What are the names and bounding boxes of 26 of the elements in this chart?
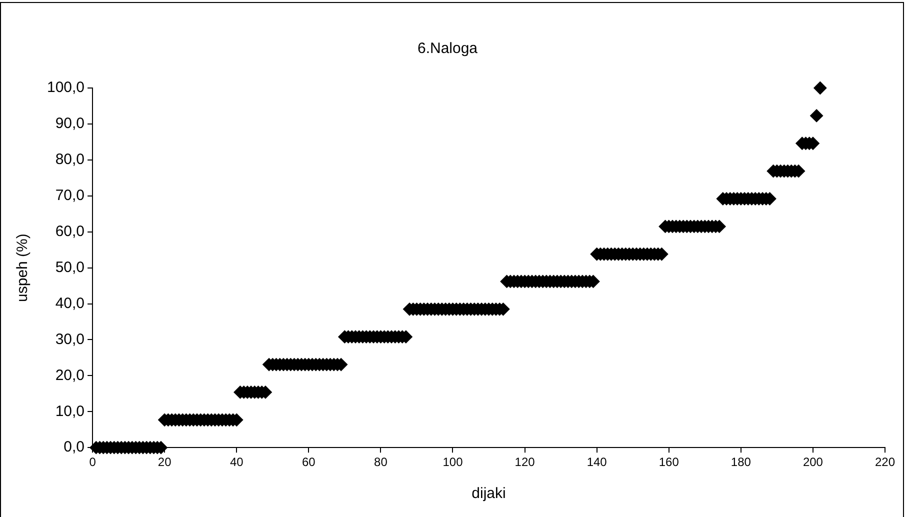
x-tick-label: 220 — [874, 455, 896, 470]
x-tick-label: 60 — [302, 455, 316, 470]
y-tick-label: 50,0 — [55, 258, 85, 276]
x-tick-label: 100 — [442, 455, 464, 470]
x-tick-label: 20 — [158, 455, 172, 470]
y-tick-label: 90,0 — [55, 115, 85, 132]
x-tick-label: 40 — [230, 455, 244, 470]
y-tick-label: 0,0 — [64, 438, 85, 456]
y-tick-label: 80,0 — [55, 151, 85, 168]
x-tick-label: 0 — [89, 455, 96, 470]
y-axis-title: uspeh (%) — [14, 234, 32, 302]
y-tick-label: 20,0 — [55, 366, 85, 384]
y-tick-label: 10,0 — [55, 402, 85, 420]
y-tick-label: 60,0 — [55, 222, 85, 240]
y-tick-label: 30,0 — [55, 330, 85, 348]
y-tick-label: 40,0 — [55, 294, 85, 312]
x-tick-label: 200 — [802, 455, 824, 470]
chart-title: 6.Naloga — [417, 40, 478, 58]
x-tick-label: 80 — [374, 455, 388, 470]
x-tick-label: 140 — [586, 455, 608, 470]
x-tick-label: 120 — [514, 455, 536, 470]
y-tick-label: 100,0 — [46, 79, 85, 96]
x-axis-title: dijaki — [472, 485, 506, 502]
x-tick-label: 180 — [730, 455, 752, 470]
x-tick-label: 160 — [658, 455, 680, 470]
y-tick-label: 70,0 — [55, 187, 85, 204]
